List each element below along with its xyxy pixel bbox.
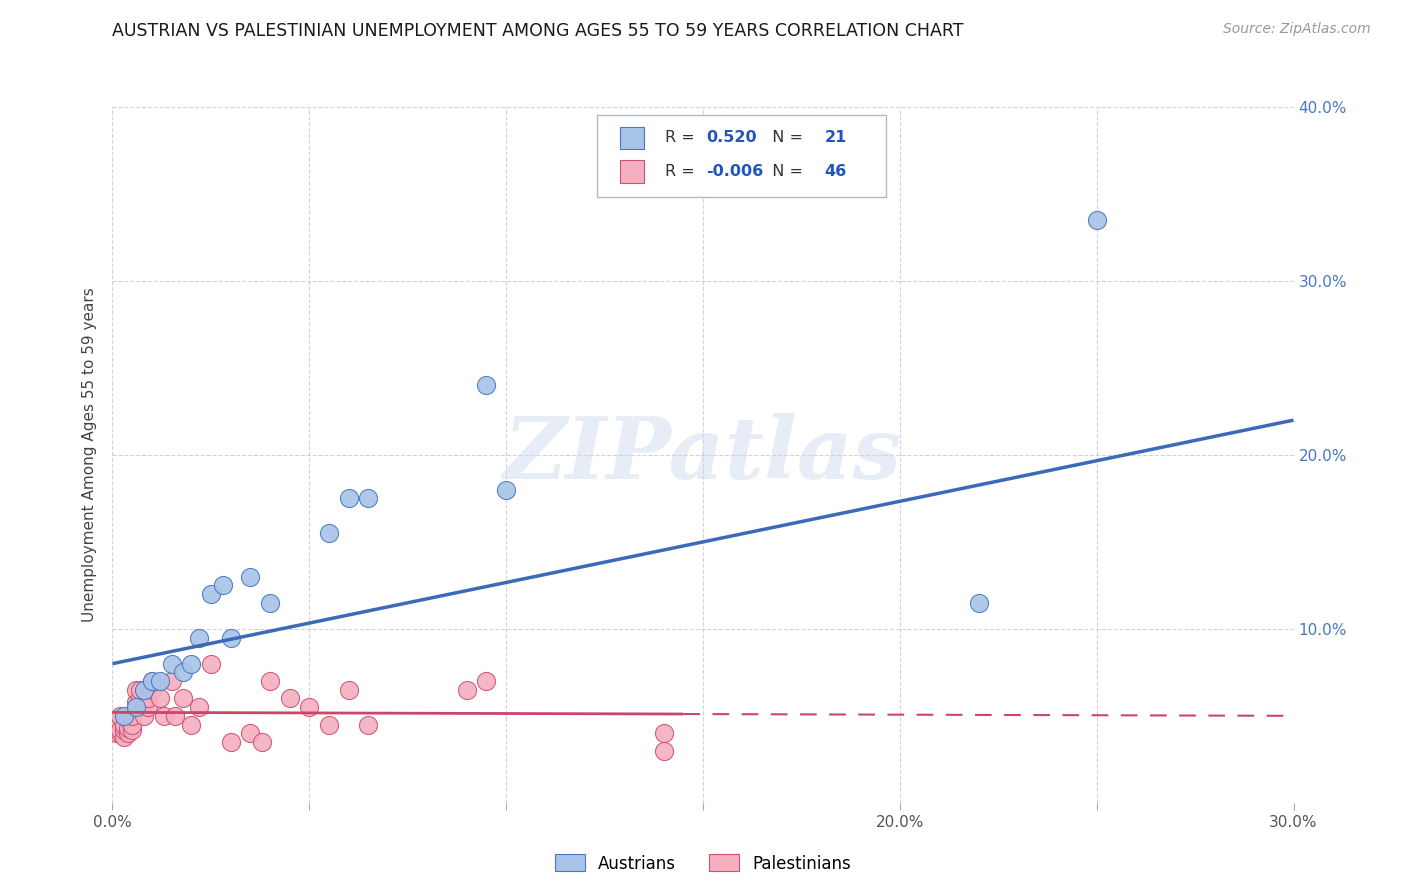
Point [165, 708, 187, 723]
Point [141, 682, 163, 697]
Point [652, 744, 675, 758]
Point [132, 708, 155, 723]
Point [112, 723, 135, 737]
Text: R =: R = [665, 130, 700, 145]
Point [188, 631, 211, 645]
Point [475, 378, 498, 392]
Point [318, 526, 340, 541]
Point [200, 587, 222, 601]
Point [259, 596, 281, 610]
Point [298, 700, 321, 714]
Point [172, 691, 194, 706]
FancyBboxPatch shape [620, 161, 644, 183]
Point [149, 691, 172, 706]
Point [110, 723, 132, 737]
Point [259, 674, 281, 689]
Point [475, 674, 498, 689]
Point [967, 596, 990, 610]
Point [219, 735, 242, 749]
Point [110, 726, 132, 740]
Point [495, 483, 517, 497]
Point [1085, 213, 1108, 227]
Point [105, 712, 128, 726]
Point [239, 570, 262, 584]
Point [318, 717, 340, 731]
Point [149, 674, 172, 689]
Point [152, 708, 174, 723]
Point [337, 491, 360, 506]
Text: Source: ZipAtlas.com: Source: ZipAtlas.com [1223, 22, 1371, 37]
Point [117, 721, 139, 735]
Point [125, 682, 148, 697]
Point [136, 700, 159, 714]
Text: -0.006: -0.006 [707, 164, 763, 179]
FancyBboxPatch shape [596, 115, 886, 197]
Point [117, 726, 139, 740]
Legend: Austrians, Palestinians: Austrians, Palestinians [548, 847, 858, 880]
Point [200, 657, 222, 671]
Point [141, 674, 163, 689]
Point [652, 726, 675, 740]
Text: 0.520: 0.520 [707, 130, 758, 145]
Point [136, 691, 159, 706]
Point [357, 491, 380, 506]
Point [239, 726, 262, 740]
Text: AUSTRIAN VS PALESTINIAN UNEMPLOYMENT AMONG AGES 55 TO 59 YEARS CORRELATION CHART: AUSTRIAN VS PALESTINIAN UNEMPLOYMENT AMO… [112, 22, 965, 40]
Point [105, 717, 128, 731]
Point [129, 691, 152, 706]
Point [112, 708, 135, 723]
Y-axis label: Unemployment Among Ages 55 to 59 years: Unemployment Among Ages 55 to 59 years [82, 287, 97, 623]
Text: R =: R = [665, 164, 700, 179]
Point [160, 674, 183, 689]
Point [278, 691, 301, 706]
Point [121, 723, 143, 737]
Point [121, 717, 143, 731]
Point [337, 682, 360, 697]
Text: ZIPatlas: ZIPatlas [503, 413, 903, 497]
Point [105, 726, 128, 740]
Point [357, 717, 380, 731]
Point [125, 700, 148, 714]
FancyBboxPatch shape [620, 127, 644, 149]
Point [129, 682, 152, 697]
Point [250, 735, 273, 749]
Point [112, 730, 135, 744]
Point [219, 631, 242, 645]
Point [456, 682, 478, 697]
Text: 21: 21 [825, 130, 846, 145]
Point [117, 712, 139, 726]
Text: N =: N = [762, 164, 808, 179]
Text: 46: 46 [825, 164, 846, 179]
Point [188, 700, 211, 714]
Point [211, 578, 233, 592]
Point [180, 657, 202, 671]
Text: N =: N = [762, 130, 808, 145]
Point [172, 665, 194, 680]
Point [125, 695, 148, 709]
Point [112, 717, 135, 731]
Point [160, 657, 183, 671]
Point [110, 708, 132, 723]
Point [141, 674, 163, 689]
Point [180, 717, 202, 731]
Point [132, 682, 155, 697]
Point [132, 700, 155, 714]
Point [121, 708, 143, 723]
